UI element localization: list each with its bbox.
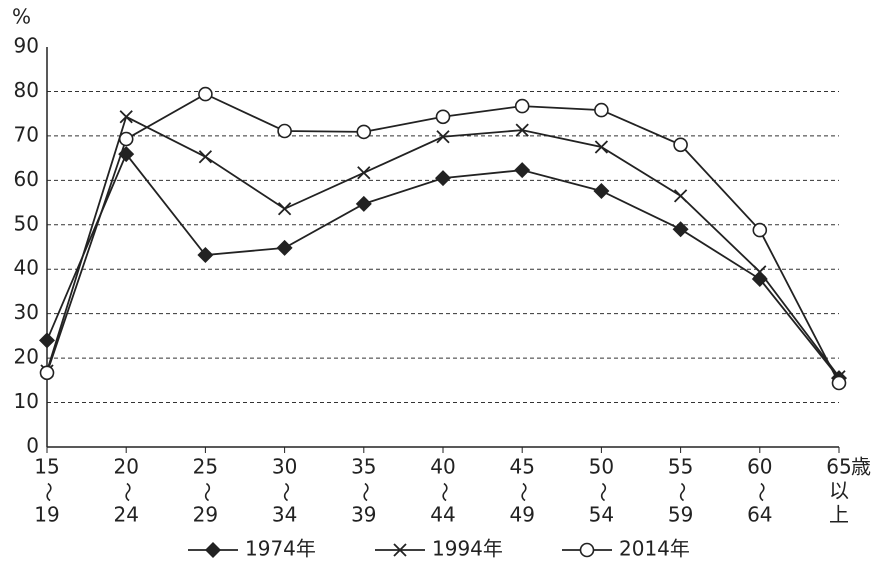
y-tick-label: 50	[14, 211, 39, 235]
marker	[435, 109, 451, 125]
x-tick-label: 〜	[195, 482, 219, 502]
series-line	[46, 115, 840, 378]
marker	[197, 247, 214, 263]
x-tick-label: 30	[272, 455, 297, 479]
marker	[119, 110, 133, 124]
x-tick-label: 〜	[591, 482, 615, 502]
marker	[752, 222, 768, 238]
x-tick-label: 24	[113, 503, 138, 527]
marker	[594, 102, 609, 118]
y-tick-label: 40	[14, 256, 39, 280]
x-tick-label: 40	[430, 455, 455, 479]
x-tick-label: 20	[113, 455, 138, 479]
y-tick-label: 90	[14, 34, 39, 58]
y-axis-label: %	[12, 5, 31, 29]
x-tick-label: 〜	[353, 482, 377, 502]
x-tick-label: 50	[589, 455, 614, 479]
marker	[357, 166, 371, 180]
marker	[514, 98, 530, 114]
x-tick-label: 54	[589, 503, 614, 527]
x-tick-label: 44	[430, 503, 455, 527]
x-tick-label: 〜	[512, 482, 536, 502]
legend-label: 1994年	[432, 537, 503, 561]
x-tick-label: 60	[747, 455, 772, 479]
legend-marker	[205, 542, 221, 558]
legend-marker	[393, 543, 407, 557]
marker	[198, 86, 213, 102]
x-tick-label: 〜	[670, 482, 694, 502]
x-tick-label: 〜	[274, 482, 298, 502]
marker	[277, 123, 292, 139]
x-tick-label: 49	[509, 503, 534, 527]
marker	[435, 170, 451, 187]
x-tick-label: 上	[829, 503, 849, 527]
legend-label: 1974年	[245, 537, 316, 561]
x-tick-label: 〜	[116, 482, 140, 502]
marker	[436, 130, 450, 144]
x-tick-label: 〜	[749, 482, 773, 502]
x-tick-label: 29	[193, 503, 218, 527]
marker	[514, 162, 531, 179]
x-tick-label: 15	[34, 455, 59, 479]
x-axis-unit: 歳	[851, 455, 871, 479]
legend-marker	[579, 542, 595, 558]
x-tick-label: 65	[826, 455, 851, 479]
marker	[39, 332, 55, 349]
x-tick-label: 45	[509, 455, 534, 479]
marker	[276, 239, 293, 256]
legend-label: 2014年	[619, 537, 690, 561]
marker	[673, 189, 688, 203]
x-tick-label: 以	[829, 479, 849, 503]
marker	[753, 265, 767, 279]
x-tick-label: 〜	[433, 482, 457, 502]
marker	[593, 183, 610, 199]
marker	[277, 202, 292, 216]
x-tick-label: 59	[668, 503, 693, 527]
y-tick-label: 70	[14, 122, 39, 146]
marker	[198, 150, 213, 164]
x-tick-label: 35	[351, 455, 376, 479]
x-tick-label: 34	[272, 503, 297, 527]
marker	[118, 131, 134, 147]
y-tick-label: 10	[14, 389, 39, 413]
marker	[672, 221, 689, 238]
marker	[356, 124, 372, 140]
marker	[594, 140, 609, 154]
marker	[831, 375, 847, 391]
x-tick-label: 55	[668, 455, 693, 479]
x-tick-label: 64	[747, 503, 772, 527]
y-tick-label: 20	[14, 345, 39, 369]
marker	[355, 195, 372, 212]
x-tick-label: 19	[34, 503, 59, 527]
marker	[673, 137, 688, 153]
y-tick-label: 30	[14, 300, 39, 324]
x-tick-label: 〜	[37, 482, 61, 502]
marker	[515, 123, 529, 137]
marker	[39, 365, 55, 381]
y-tick-label: 0	[26, 434, 39, 458]
y-tick-label: 80	[14, 78, 39, 102]
y-tick-label: 60	[14, 167, 39, 191]
x-tick-label: 39	[351, 503, 376, 527]
x-tick-label: 25	[193, 455, 218, 479]
